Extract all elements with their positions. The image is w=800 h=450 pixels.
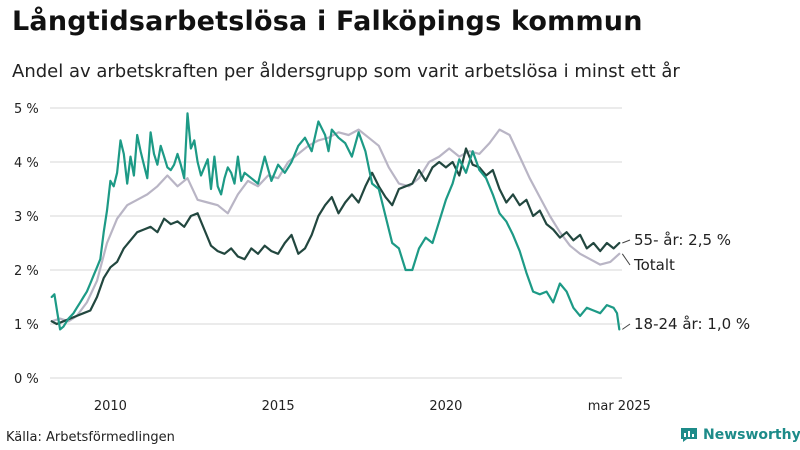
series-line [50,147,621,326]
bar-chart-icon [681,428,697,442]
series-end-label: 18-24 år: 1,0 % [634,315,750,333]
x-tick-label: 2010 [94,399,127,414]
series-line [50,112,621,331]
gridlines [50,107,622,379]
line-chart: 0 %1 %2 %3 %4 %5 % 2010 2015 2020 mar 2025 … [14,102,750,414]
source-note: Källa: Arbetsförmedlingen [6,430,175,445]
y-tick-label: 3 % [14,210,39,225]
series-line [50,128,621,323]
y-tick-label: 5 % [14,102,39,117]
end-label-connector [622,323,631,330]
y-tick-label: 0 % [14,372,39,387]
end-label-connector [622,239,631,244]
brand-name: Newsworthy [703,427,800,443]
x-tick-label: 2020 [429,399,462,414]
chart-subtitle: Andel av arbetskraften per åldersgrupp s… [12,61,680,82]
newsworthy-logo[interactable]: Newsworthy [680,427,800,443]
end-labels: 55- år: 2,5 % Totalt 18-24 år: 1,0 % [621,231,750,333]
chart-title: Långtidsarbetslösa i Falköpings kommun [12,6,643,37]
y-tick-label: 4 % [14,156,39,171]
series-end-label: Totalt [633,256,675,274]
y-tick-label: 1 % [14,318,39,333]
end-label-connector [621,253,631,266]
series-end-label: 55- år: 2,5 % [634,231,731,249]
x-axis-labels: 2010 2015 2020 mar 2025 [94,399,651,414]
series-lines [50,112,621,331]
y-axis-labels: 0 % 1 % 2 % 3 % 4 % 5 % [14,102,39,387]
x-tick-label: mar 2025 [588,399,651,414]
y-tick-label: 2 % [14,264,39,279]
x-tick-label: 2015 [262,399,295,414]
